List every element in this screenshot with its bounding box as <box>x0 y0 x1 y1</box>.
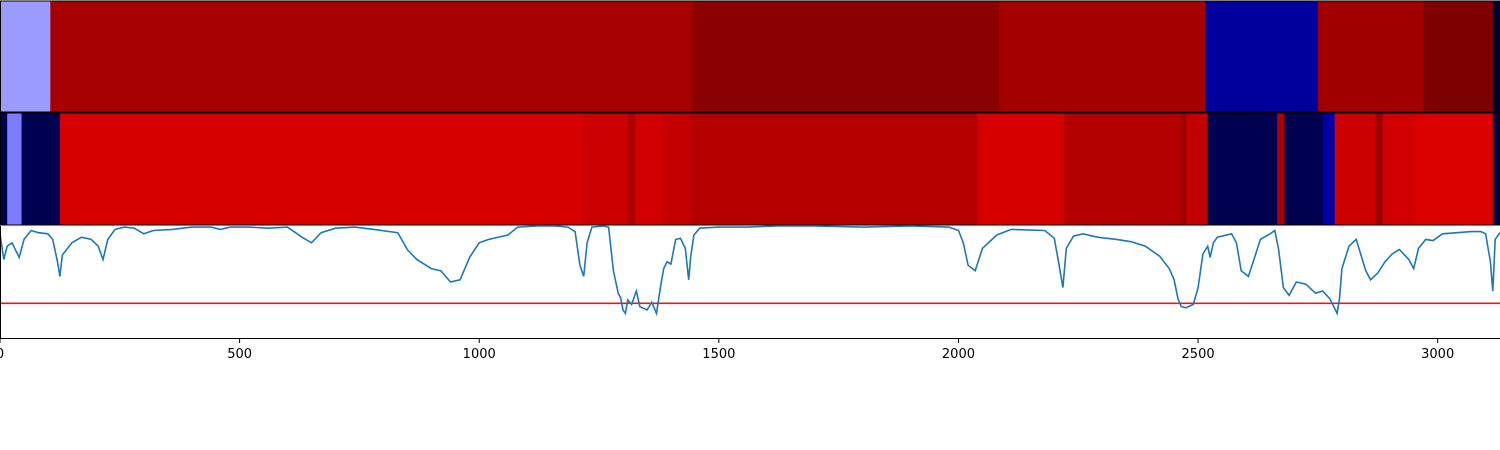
heatmap-2-segment <box>21 113 61 225</box>
heatmap-2-segment <box>0 113 8 225</box>
heatmap-2-segment <box>1186 113 1209 225</box>
heatmap-2-segment <box>1416 113 1494 225</box>
line-plot <box>0 225 1500 317</box>
heatmap-2-segment <box>1492 113 1500 225</box>
heatmap-2-segment <box>1322 113 1336 225</box>
heatmap-1-segment <box>50 1 693 112</box>
x-tick-label: 2000 <box>942 347 975 362</box>
heatmap-2-segment <box>59 113 583 225</box>
heatmap-1-segment <box>1423 1 1494 112</box>
heatmap-2-segment <box>1382 113 1417 225</box>
x-tick-label: 1500 <box>702 347 735 362</box>
heatmap-2-segment <box>1207 113 1278 225</box>
heatmap-2-segment <box>627 113 636 225</box>
series-line <box>0 225 1500 317</box>
heatmap-2-segment <box>634 113 662 225</box>
heatmap-1-segment <box>999 1 1206 112</box>
x-tick-label: 0 <box>0 347 4 362</box>
heatmap-2-segment <box>977 113 1065 225</box>
heatmap-2-segment <box>7 113 23 225</box>
x-tick-label: 500 <box>227 347 252 362</box>
heatmap-track-1 <box>0 1 1500 112</box>
heatmap-2-segment <box>1334 113 1340 225</box>
heatmap-2-segment <box>1284 113 1324 225</box>
heatmap-2-segment <box>1277 113 1285 225</box>
heatmap-track-2 <box>0 113 1500 225</box>
heatmap-1-segment <box>692 1 1000 112</box>
heatmap-2-segment <box>1339 113 1376 225</box>
heatmap-2-segment <box>690 113 979 225</box>
heatmap-1-segment <box>1205 1 1319 112</box>
heatmap-2-segment <box>661 113 691 225</box>
x-tick-label: 2500 <box>1182 347 1215 362</box>
heatmap-1-segment <box>1317 1 1424 112</box>
heatmap-1-segment <box>1492 1 1500 112</box>
heatmap-2-segment <box>1375 113 1384 225</box>
x-axis-ticks: 0 500 1000 1500 2000 2500 3000 <box>0 338 1454 362</box>
heatmap-2-segment <box>1181 113 1187 225</box>
x-tick-label: 3000 <box>1421 347 1454 362</box>
heatmap-2-segment <box>582 113 629 225</box>
x-tick-label: 1000 <box>463 347 496 362</box>
heatmap-2-segment <box>1063 113 1182 225</box>
heatmap-1-segment <box>0 1 51 112</box>
